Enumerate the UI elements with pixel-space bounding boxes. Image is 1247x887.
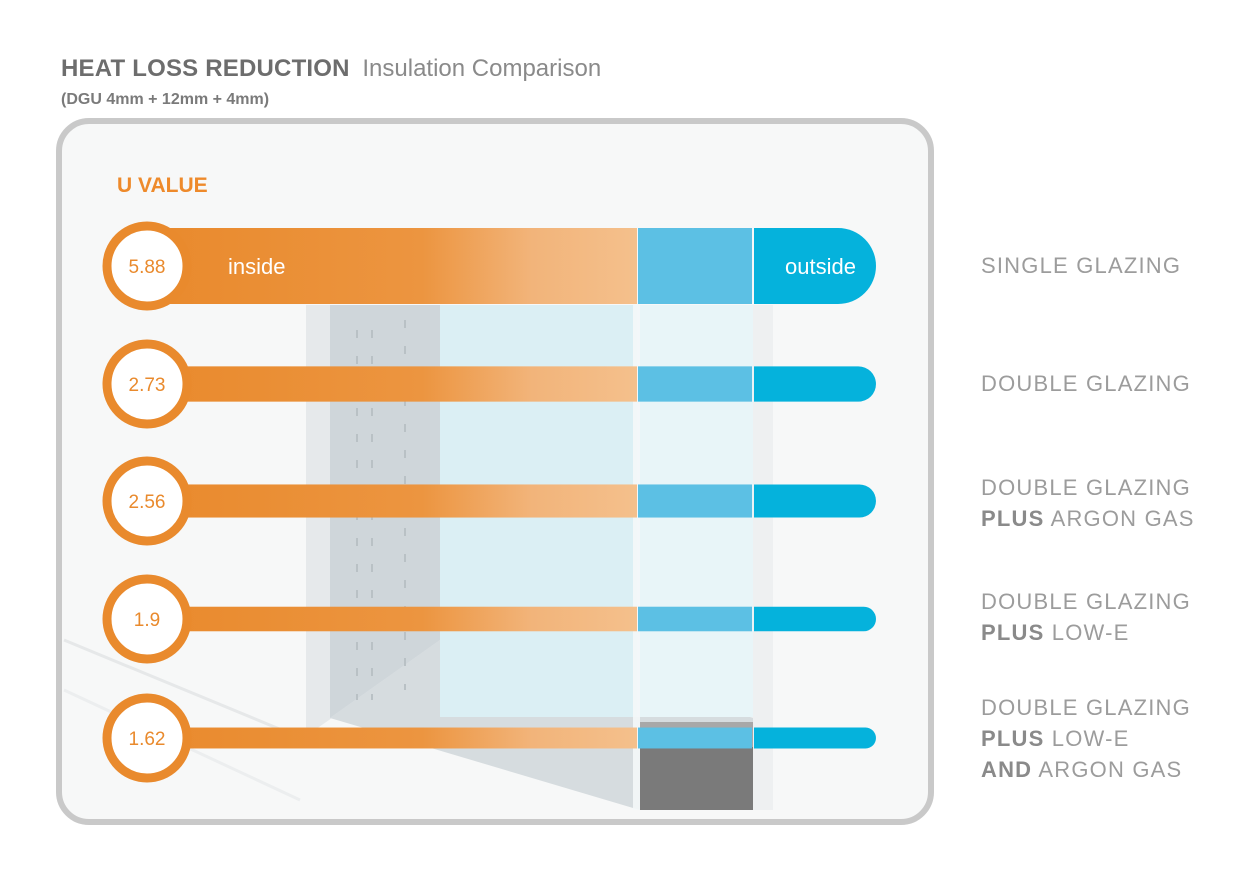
category-label-5: DOUBLE GLAZING PLUS LOW-E AND ARGON GAS (981, 692, 1191, 785)
value-label: 2.56 (129, 492, 166, 513)
bar-inside-segment (160, 484, 637, 518)
bar-glass-segment (638, 228, 752, 304)
value-circle (102, 574, 192, 664)
category-label-1: SINGLE GLAZING (981, 250, 1181, 281)
value-circle (102, 693, 192, 783)
y-axis-label: U VALUE (117, 174, 208, 197)
category-label-line: DOUBLE GLAZING (981, 589, 1191, 614)
value-circle (102, 221, 192, 311)
category-label-line: AND ARGON GAS (981, 757, 1183, 782)
title-subtitle: Insulation Comparison (362, 55, 602, 82)
outside-label: outside (785, 254, 856, 279)
category-label-line: SINGLE GLAZING (981, 253, 1182, 278)
bar-glass-segment (638, 727, 752, 749)
inside-label: inside (228, 254, 285, 279)
value-label: 5.88 (129, 257, 166, 278)
bar-1: 5.88 inside outside (102, 221, 876, 311)
bar-glass-segment (638, 366, 752, 402)
bar-outside-segment (754, 484, 876, 518)
bar-inside-segment (160, 366, 637, 402)
bar-outside-segment (754, 727, 876, 749)
category-label-line: PLUS LOW-E (981, 620, 1130, 645)
bar-inside-segment (160, 727, 637, 749)
title-main: HEAT LOSS REDUCTION (61, 55, 350, 82)
category-label-4: DOUBLE GLAZING PLUS LOW-E (981, 586, 1191, 648)
bar-outside-segment (754, 366, 876, 402)
bar-inside-segment (160, 228, 637, 304)
category-label-3: DOUBLE GLAZING PLUS ARGON GAS (981, 472, 1195, 534)
bar-4: 1.9 (102, 574, 876, 664)
category-label-2: DOUBLE GLAZING (981, 368, 1191, 399)
category-label-line: PLUS ARGON GAS (981, 506, 1195, 531)
bar-glass-segment (638, 606, 752, 632)
category-label-line: DOUBLE GLAZING (981, 371, 1191, 396)
bar-outside-segment (754, 606, 876, 632)
bar-group: 5.88 inside outside 2.73 2.56 1.9 1.62 (102, 221, 876, 783)
category-label-line: DOUBLE GLAZING (981, 695, 1191, 720)
bar-inside-segment (160, 606, 637, 632)
unit-configuration-note: (DGU 4mm + 12mm + 4mm) (61, 91, 270, 108)
bar-5: 1.62 (102, 693, 876, 783)
category-label-line: DOUBLE GLAZING (981, 475, 1191, 500)
bar-glass-segment (638, 484, 752, 518)
value-circle (102, 339, 192, 429)
chart-title: HEAT LOSS REDUCTION Insulation Compariso… (61, 55, 601, 83)
value-label: 1.62 (129, 729, 166, 750)
value-circle (102, 456, 192, 546)
value-label: 1.9 (134, 610, 160, 631)
value-label: 2.73 (129, 375, 166, 396)
bar-3: 2.56 (102, 456, 876, 546)
bar-outside-segment (754, 228, 876, 304)
bar-2: 2.73 (102, 339, 876, 429)
category-label-line: PLUS LOW-E (981, 726, 1130, 751)
